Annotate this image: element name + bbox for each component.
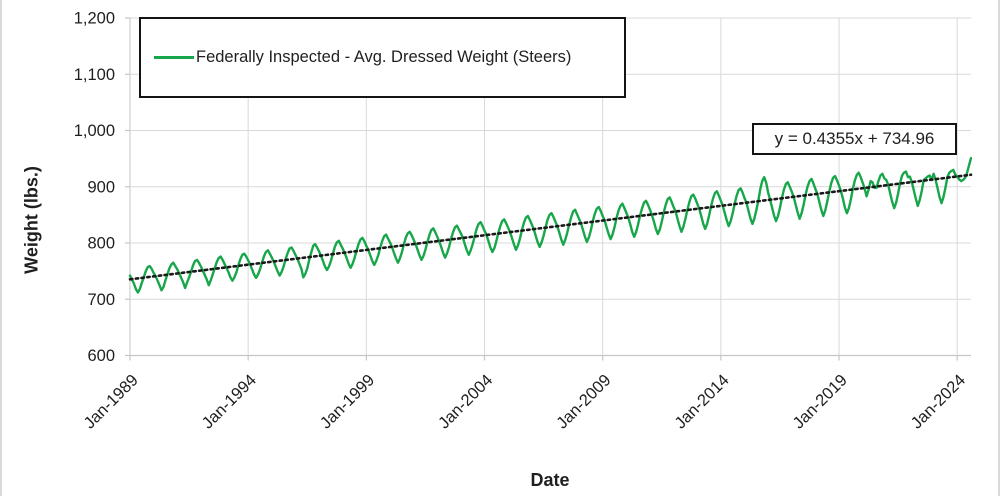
trendline-equation-label: y = 0.4355x + 734.96 xyxy=(774,129,935,148)
y-tick-label: 800 xyxy=(87,235,115,253)
x-tick-label: Jan-2009 xyxy=(553,371,614,432)
legend-line-swatch xyxy=(154,56,194,59)
x-tick-label: Jan-1989 xyxy=(80,371,141,432)
series-line xyxy=(128,156,973,294)
x-tick-label: Jan-1994 xyxy=(199,371,260,432)
y-tick-label: 1,000 xyxy=(74,122,115,140)
y-tick-label: 1,100 xyxy=(74,66,115,84)
x-tick-label: Jan-2024 xyxy=(908,371,969,432)
y-tick-label: 700 xyxy=(87,291,115,309)
trendline-equation-box: y = 0.4355x + 734.96 xyxy=(752,123,957,155)
y-tick-label: 1,200 xyxy=(74,10,115,28)
trendline xyxy=(128,173,973,281)
x-tick-label: Jan-1999 xyxy=(317,371,378,432)
x-tick-label: Jan-2014 xyxy=(671,371,732,432)
x-tick-label: Jan-2019 xyxy=(789,371,850,432)
legend-label: Federally Inspected - Avg. Dressed Weigh… xyxy=(196,48,572,66)
y-tick-label: 600 xyxy=(87,347,115,365)
legend: Federally Inspected - Avg. Dressed Weigh… xyxy=(139,17,626,98)
x-tick-label: Jan-2004 xyxy=(435,371,496,432)
y-axis-title: Weight (lbs.) xyxy=(21,166,42,274)
x-axis-title: Date xyxy=(530,470,570,490)
y-tick-label: 900 xyxy=(87,178,115,196)
